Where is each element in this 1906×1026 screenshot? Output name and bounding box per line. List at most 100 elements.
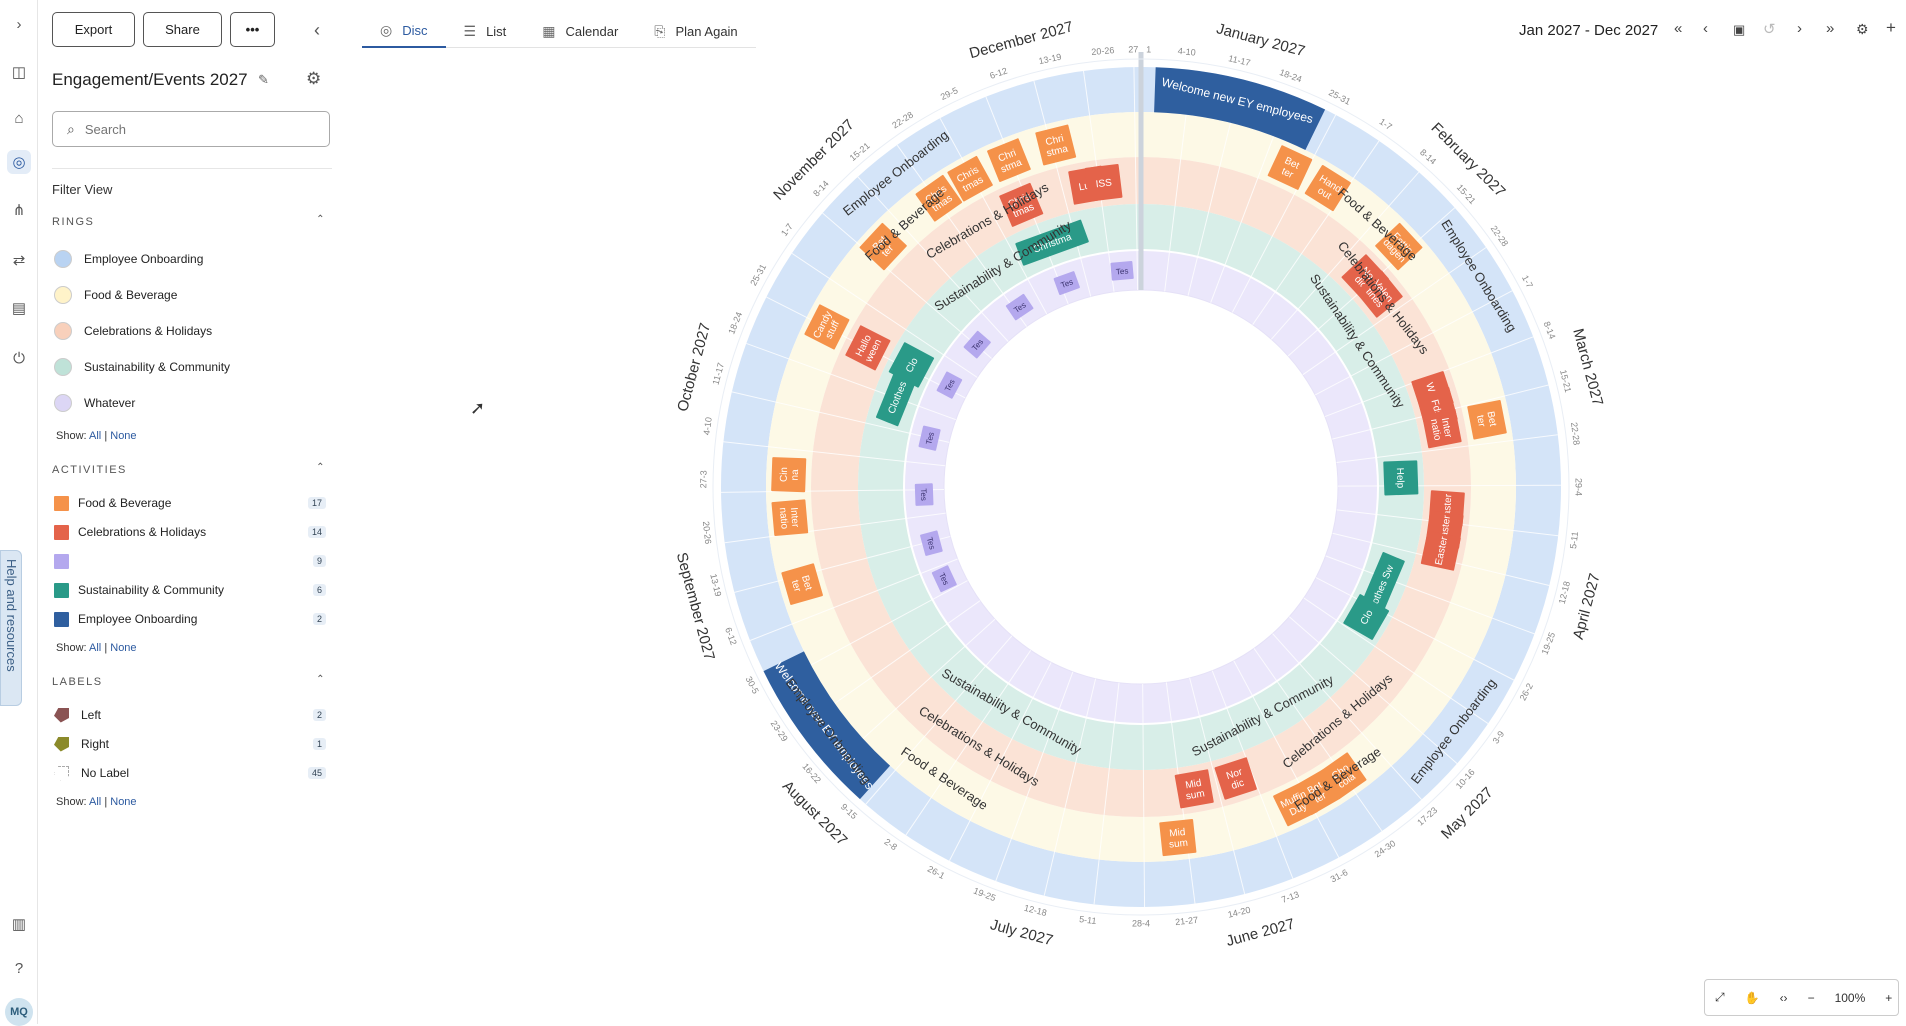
event-what[interactable]: Tes (1053, 271, 1080, 296)
event-what[interactable]: Tes (931, 565, 958, 593)
activity-item[interactable]: Food & Beverage 17 (54, 492, 338, 514)
zoom-in-icon[interactable]: + (1885, 990, 1893, 1005)
tab-plan-again[interactable]: ⎘ Plan Again (636, 14, 755, 48)
chevron-up-icon[interactable]: ⌃ (316, 674, 326, 685)
event-food[interactable]: Cin na (771, 457, 807, 493)
export-button[interactable]: Export (52, 12, 135, 47)
show-all-link[interactable]: All (89, 796, 102, 808)
show-all-link[interactable]: All (89, 430, 102, 442)
home-icon[interactable]: ⌂ (14, 109, 24, 127)
event-what[interactable]: Tes (914, 483, 934, 506)
tab-list[interactable]: ☰ List (446, 14, 525, 48)
help-resources-tab[interactable]: Help and resources (0, 550, 22, 706)
show-none-link[interactable]: None (110, 430, 137, 442)
double-chevron-right-icon[interactable]: » (1826, 20, 1835, 37)
rings-section-header[interactable]: RINGS ⌃ (52, 214, 332, 228)
gear-icon[interactable]: ⚙ (306, 69, 322, 88)
plug-icon[interactable]: ⏻ (13, 349, 25, 367)
disc-icon[interactable]: ◎ (7, 150, 31, 174)
chevron-left-icon[interactable]: ‹ (1703, 20, 1708, 37)
double-chevron-left-icon[interactable]: « (1674, 20, 1683, 37)
archive-icon[interactable]: ▤ (11, 300, 27, 317)
date-range[interactable]: Jan 2027 - Dec 2027 (1519, 22, 1659, 39)
event-sust[interactable]: Clo (1343, 594, 1390, 640)
event-sust[interactable]: Clo (888, 342, 935, 388)
activity-item[interactable]: Sustainability & Community 6 (54, 579, 338, 601)
event-food[interactable]: Christma (1035, 124, 1077, 166)
event-celeb[interactable]: ISS (1084, 163, 1123, 202)
chevron-right-icon[interactable]: › (1797, 20, 1802, 37)
fit-screen-icon[interactable]: ⤢ (1715, 990, 1725, 1004)
building-icon[interactable]: ▥ (11, 916, 27, 933)
undo-icon[interactable]: ↺ (1763, 21, 1776, 38)
ring-item[interactable]: Celebrations & Holidays (54, 320, 338, 342)
label-item[interactable]: Right 1 (54, 733, 338, 755)
chevron-up-icon[interactable]: ⌃ (316, 462, 326, 473)
event-sust[interactable]: Christma (1015, 219, 1089, 266)
event-sust[interactable]: Help (1383, 460, 1419, 496)
show-none-link[interactable]: None (110, 642, 137, 654)
ring-item[interactable]: Food & Beverage (54, 284, 338, 306)
hand-pan-icon[interactable]: ✋ (1744, 990, 1760, 1005)
event-what[interactable]: Tes (1005, 293, 1034, 321)
onboarding-event-arc[interactable] (763, 651, 891, 800)
label-item[interactable]: No Label 45 (54, 762, 338, 784)
edit-pencil-icon[interactable]: ✎ (258, 72, 269, 87)
activity-item[interactable]: 9 (54, 550, 338, 572)
event-what[interactable]: Tes (918, 425, 941, 451)
event-food[interactable]: Christma (987, 138, 1031, 182)
tab-calendar[interactable]: ▦ Calendar (524, 14, 636, 48)
tab-disc[interactable]: ◎ Disc (362, 14, 446, 48)
event-what[interactable]: Tes (936, 371, 963, 399)
swap-arrows-icon[interactable]: ⇄ (12, 252, 26, 269)
share-button[interactable]: Share (143, 12, 222, 47)
ring-item[interactable]: Whatever (54, 392, 338, 414)
labels-section-header[interactable]: LABELS ⌃ (52, 674, 332, 688)
code-view-icon[interactable]: ‹› (1779, 990, 1788, 1005)
onboarding-event-arc[interactable] (1154, 67, 1326, 150)
search-input[interactable]: ⌕ (52, 111, 330, 147)
ring-item[interactable]: Employee Onboarding (54, 248, 338, 270)
collapse-chevron-icon[interactable]: ‹ (314, 20, 320, 40)
show-all-link[interactable]: All (89, 642, 102, 654)
event-what[interactable]: Tes (920, 530, 943, 556)
calendar-today-icon[interactable]: ▣ (1733, 22, 1746, 37)
avatar[interactable]: MQ (5, 998, 33, 1026)
activity-item[interactable]: Celebrations & Holidays 14 (54, 521, 338, 543)
search-field[interactable] (84, 121, 305, 137)
activities-section-header[interactable]: ACTIVITIES ⌃ (52, 462, 332, 476)
add-icon[interactable]: + (1886, 18, 1896, 37)
expand-chevron-icon[interactable]: › (16, 15, 22, 33)
event-celeb[interactable]: Easter (1420, 530, 1461, 571)
share-nodes-icon[interactable]: ⋔ (12, 202, 26, 219)
help-icon[interactable]: ? (14, 959, 24, 977)
zoom-out-icon[interactable]: − (1807, 990, 1815, 1005)
ring-item[interactable]: Sustainability & Community (54, 356, 338, 378)
chevron-up-icon[interactable]: ⌃ (316, 214, 326, 225)
more-button[interactable]: ••• (230, 12, 275, 47)
show-none-link[interactable]: None (110, 796, 137, 808)
event-what[interactable]: Tes (963, 330, 991, 359)
label-item[interactable]: Left 2 (54, 704, 338, 726)
activity-item[interactable]: Employee Onboarding 2 (54, 608, 338, 630)
settings-icon[interactable]: ⚙ (1856, 21, 1869, 37)
